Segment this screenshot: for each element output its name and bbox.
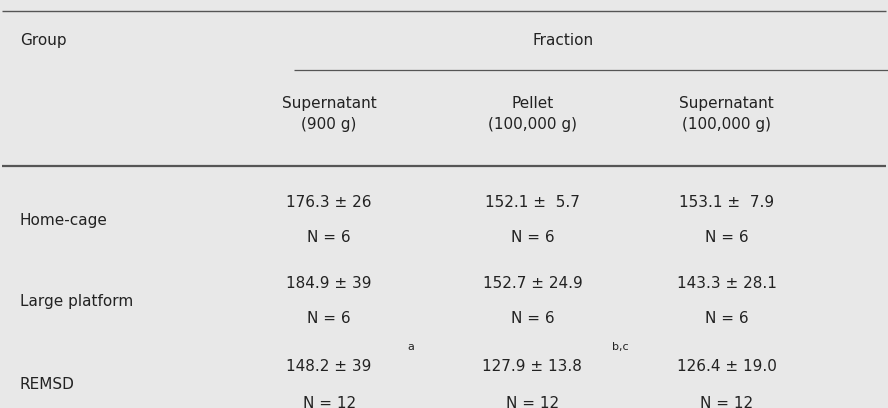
Text: 184.9 ± 39: 184.9 ± 39 [286, 276, 372, 291]
Text: a: a [407, 342, 414, 353]
Text: N = 6: N = 6 [705, 230, 749, 245]
Text: Group: Group [20, 33, 67, 48]
Text: N = 12: N = 12 [303, 396, 356, 408]
Text: 143.3 ± 28.1: 143.3 ± 28.1 [677, 276, 777, 291]
Text: 153.1 ±  7.9: 153.1 ± 7.9 [679, 195, 774, 210]
Text: Supernatant
(100,000 g): Supernatant (100,000 g) [679, 96, 774, 132]
Text: Supernatant
(900 g): Supernatant (900 g) [281, 96, 377, 132]
Text: 126.4 ± 19.0: 126.4 ± 19.0 [677, 359, 777, 374]
Text: N = 6: N = 6 [307, 230, 351, 245]
Text: Fraction: Fraction [533, 33, 594, 48]
Text: 152.1 ±  5.7: 152.1 ± 5.7 [485, 195, 580, 210]
Text: 152.7 ± 24.9: 152.7 ± 24.9 [482, 276, 583, 291]
Text: N = 6: N = 6 [511, 230, 554, 245]
Text: N = 12: N = 12 [701, 396, 753, 408]
Text: b,c: b,c [612, 342, 629, 353]
Text: REMSD: REMSD [20, 377, 75, 392]
Text: 176.3 ± 26: 176.3 ± 26 [286, 195, 372, 210]
Text: N = 6: N = 6 [705, 311, 749, 326]
Text: N = 12: N = 12 [506, 396, 559, 408]
Text: N = 6: N = 6 [511, 311, 554, 326]
Text: Pellet
(100,000 g): Pellet (100,000 g) [488, 96, 577, 132]
Text: 148.2 ± 39: 148.2 ± 39 [287, 359, 372, 374]
Text: 127.9 ± 13.8: 127.9 ± 13.8 [482, 359, 583, 374]
Text: Home-cage: Home-cage [20, 213, 107, 228]
Text: N = 6: N = 6 [307, 311, 351, 326]
Text: Large platform: Large platform [20, 294, 133, 308]
